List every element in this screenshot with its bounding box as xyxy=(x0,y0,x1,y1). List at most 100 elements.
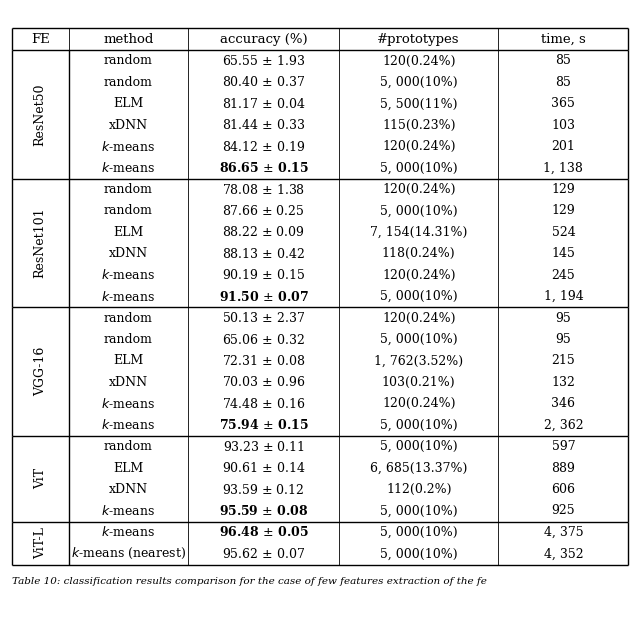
Text: 93.23 $\pm$ 0.11: 93.23 $\pm$ 0.11 xyxy=(223,440,305,453)
Text: 88.13 $\pm$ 0.42: 88.13 $\pm$ 0.42 xyxy=(222,247,305,261)
Text: 96.48 $\pm$ 0.05: 96.48 $\pm$ 0.05 xyxy=(219,526,308,539)
Text: 103(0.21%): 103(0.21%) xyxy=(382,376,456,389)
Text: 215: 215 xyxy=(552,355,575,368)
Text: 80.40 $\pm$ 0.37: 80.40 $\pm$ 0.37 xyxy=(222,75,305,89)
Text: 245: 245 xyxy=(552,269,575,282)
Text: 129: 129 xyxy=(552,204,575,217)
Text: 81.44 $\pm$ 0.33: 81.44 $\pm$ 0.33 xyxy=(222,118,305,132)
Text: 87.66 $\pm$ 0.25: 87.66 $\pm$ 0.25 xyxy=(222,204,305,218)
Text: 120(0.24%): 120(0.24%) xyxy=(382,54,456,67)
Text: 889: 889 xyxy=(552,462,575,474)
Text: 5, 000(10%): 5, 000(10%) xyxy=(380,505,458,518)
Text: $k$-means: $k$-means xyxy=(102,418,156,433)
Text: ViT: ViT xyxy=(34,468,47,489)
Text: $k$-means: $k$-means xyxy=(102,268,156,282)
Text: 120(0.24%): 120(0.24%) xyxy=(382,397,456,410)
Text: ResNet50: ResNet50 xyxy=(34,83,47,146)
Text: 90.61 $\pm$ 0.14: 90.61 $\pm$ 0.14 xyxy=(222,461,305,475)
Text: 1, 194: 1, 194 xyxy=(543,290,583,303)
Text: 81.17 $\pm$ 0.04: 81.17 $\pm$ 0.04 xyxy=(222,97,305,111)
Text: 88.22 $\pm$ 0.09: 88.22 $\pm$ 0.09 xyxy=(222,225,305,239)
Text: 120(0.24%): 120(0.24%) xyxy=(382,312,456,325)
Text: 365: 365 xyxy=(552,97,575,110)
Text: 5, 000(10%): 5, 000(10%) xyxy=(380,204,458,217)
Text: 132: 132 xyxy=(552,376,575,389)
Text: xDNN: xDNN xyxy=(109,247,148,260)
Text: ELM: ELM xyxy=(113,97,143,110)
Text: ELM: ELM xyxy=(113,226,143,239)
Text: 606: 606 xyxy=(552,483,575,496)
Text: 78.08 $\pm$ 1.38: 78.08 $\pm$ 1.38 xyxy=(222,183,305,197)
Text: 95: 95 xyxy=(556,333,572,346)
Text: 120(0.24%): 120(0.24%) xyxy=(382,269,456,282)
Text: 5, 000(10%): 5, 000(10%) xyxy=(380,76,458,89)
Text: 90.19 $\pm$ 0.15: 90.19 $\pm$ 0.15 xyxy=(222,268,305,282)
Text: $k$-means: $k$-means xyxy=(102,139,156,154)
Text: $k$-means: $k$-means xyxy=(102,526,156,539)
Text: 112(0.2%): 112(0.2%) xyxy=(386,483,451,496)
Text: 5, 000(10%): 5, 000(10%) xyxy=(380,440,458,453)
Text: $k$-means (nearest): $k$-means (nearest) xyxy=(71,546,186,561)
Text: 86.65 $\pm$ 0.15: 86.65 $\pm$ 0.15 xyxy=(219,161,308,175)
Text: 5, 500(11%): 5, 500(11%) xyxy=(380,97,458,110)
Text: 74.48 $\pm$ 0.16: 74.48 $\pm$ 0.16 xyxy=(222,397,305,411)
Text: #prototypes: #prototypes xyxy=(378,33,460,46)
Text: 5, 000(10%): 5, 000(10%) xyxy=(380,526,458,539)
Text: 118(0.24%): 118(0.24%) xyxy=(382,247,456,260)
Text: 7, 154(14.31%): 7, 154(14.31%) xyxy=(370,226,467,239)
Text: 346: 346 xyxy=(552,397,575,410)
Text: $k$-means: $k$-means xyxy=(102,397,156,411)
Text: random: random xyxy=(104,440,153,453)
Text: 65.55 $\pm$ 1.93: 65.55 $\pm$ 1.93 xyxy=(222,54,305,68)
Text: 925: 925 xyxy=(552,505,575,518)
Text: 91.50 $\pm$ 0.07: 91.50 $\pm$ 0.07 xyxy=(219,290,308,304)
Text: 72.31 $\pm$ 0.08: 72.31 $\pm$ 0.08 xyxy=(222,354,305,368)
Text: 95.59 $\pm$ 0.08: 95.59 $\pm$ 0.08 xyxy=(219,504,308,518)
Text: 524: 524 xyxy=(552,226,575,239)
Text: $k$-means: $k$-means xyxy=(102,161,156,175)
Text: 70.03 $\pm$ 0.96: 70.03 $\pm$ 0.96 xyxy=(222,375,305,389)
Text: random: random xyxy=(104,54,153,67)
Text: 5, 000(10%): 5, 000(10%) xyxy=(380,290,458,303)
Text: 129: 129 xyxy=(552,183,575,196)
Text: 6, 685(13.37%): 6, 685(13.37%) xyxy=(370,462,467,474)
Text: $k$-means: $k$-means xyxy=(102,290,156,304)
Text: accuracy (%): accuracy (%) xyxy=(220,33,307,46)
Text: time, s: time, s xyxy=(541,33,586,46)
Text: 115(0.23%): 115(0.23%) xyxy=(382,118,456,132)
Text: 95: 95 xyxy=(556,312,572,325)
Text: 1, 138: 1, 138 xyxy=(543,162,583,175)
Text: 4, 352: 4, 352 xyxy=(543,547,583,560)
Text: FE: FE xyxy=(31,33,49,46)
Text: Table 10: classification results comparison for the case of few features extract: Table 10: classification results compari… xyxy=(12,577,486,586)
Text: 75.94 $\pm$ 0.15: 75.94 $\pm$ 0.15 xyxy=(219,418,308,433)
Text: 95.62 $\pm$ 0.07: 95.62 $\pm$ 0.07 xyxy=(222,547,305,561)
Text: random: random xyxy=(104,76,153,89)
Text: 5, 000(10%): 5, 000(10%) xyxy=(380,547,458,560)
Text: ViT-L: ViT-L xyxy=(34,527,47,559)
Text: $k$-means: $k$-means xyxy=(102,504,156,518)
Text: random: random xyxy=(104,312,153,325)
Text: xDNN: xDNN xyxy=(109,118,148,132)
Text: 93.59 $\pm$ 0.12: 93.59 $\pm$ 0.12 xyxy=(223,482,305,497)
Text: xDNN: xDNN xyxy=(109,376,148,389)
Text: 5, 000(10%): 5, 000(10%) xyxy=(380,333,458,346)
Text: 65.06 $\pm$ 0.32: 65.06 $\pm$ 0.32 xyxy=(222,333,305,347)
Text: ELM: ELM xyxy=(113,462,143,474)
Text: 85: 85 xyxy=(556,54,572,67)
Text: random: random xyxy=(104,333,153,346)
Text: 1, 762(3.52%): 1, 762(3.52%) xyxy=(374,355,463,368)
Text: 5, 000(10%): 5, 000(10%) xyxy=(380,419,458,432)
Text: 84.12 $\pm$ 0.19: 84.12 $\pm$ 0.19 xyxy=(222,139,305,154)
Text: 120(0.24%): 120(0.24%) xyxy=(382,183,456,196)
Text: ResNet101: ResNet101 xyxy=(34,208,47,278)
Text: 4, 375: 4, 375 xyxy=(543,526,583,539)
Text: xDNN: xDNN xyxy=(109,483,148,496)
Text: ELM: ELM xyxy=(113,355,143,368)
Text: 5, 000(10%): 5, 000(10%) xyxy=(380,162,458,175)
Text: VGG-16: VGG-16 xyxy=(34,347,47,396)
Text: method: method xyxy=(103,33,154,46)
Text: 201: 201 xyxy=(552,140,575,153)
Text: 2, 362: 2, 362 xyxy=(543,419,583,432)
Text: random: random xyxy=(104,183,153,196)
